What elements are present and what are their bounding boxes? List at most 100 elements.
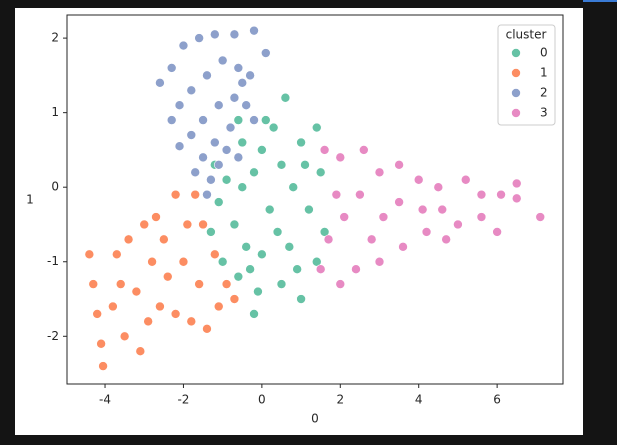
- point: [178, 256, 189, 267]
- point: [339, 212, 350, 222]
- x-tick-label: 4: [415, 393, 423, 407]
- point: [155, 78, 165, 88]
- point: [210, 249, 220, 260]
- point: [253, 286, 263, 297]
- point: [355, 189, 365, 200]
- point: [206, 227, 216, 237]
- window-edge: [583, 0, 617, 2]
- point: [496, 189, 506, 200]
- point: [237, 137, 248, 148]
- point: [151, 212, 161, 222]
- point: [441, 234, 451, 245]
- point: [119, 331, 130, 342]
- point: [170, 189, 181, 200]
- point: [237, 182, 248, 192]
- point: [249, 167, 259, 178]
- point: [276, 279, 287, 289]
- point: [143, 316, 153, 327]
- point: [331, 189, 342, 200]
- point: [98, 361, 108, 371]
- point: [460, 174, 471, 185]
- point: [108, 301, 118, 312]
- point: [315, 264, 326, 275]
- point: [260, 48, 271, 58]
- point: [511, 178, 522, 189]
- x-tick-label: 6: [493, 393, 501, 407]
- point: [268, 122, 279, 133]
- point: [241, 100, 251, 110]
- axes-frame: [66, 14, 564, 385]
- point: [311, 256, 322, 267]
- point: [198, 152, 208, 163]
- point: [249, 25, 259, 36]
- point: [245, 70, 255, 81]
- point: [229, 219, 240, 230]
- point: [221, 279, 232, 289]
- point: [115, 279, 126, 289]
- x-tick-label: -4: [99, 393, 111, 407]
- point: [323, 234, 334, 245]
- point: [366, 234, 377, 245]
- point: [162, 271, 173, 282]
- point: [476, 212, 487, 222]
- point: [155, 301, 165, 312]
- point: [213, 160, 224, 170]
- point: [194, 279, 204, 289]
- point: [476, 189, 487, 200]
- legend-marker: [511, 48, 521, 58]
- legend-title: cluster: [506, 28, 547, 42]
- point: [186, 130, 197, 140]
- x-tick-label: -2: [177, 393, 189, 407]
- point: [315, 167, 326, 178]
- point: [190, 167, 201, 178]
- point: [182, 219, 193, 230]
- point: [276, 160, 287, 170]
- figure: [15, 8, 583, 435]
- point: [217, 55, 228, 66]
- point: [311, 122, 322, 133]
- point: [131, 286, 142, 297]
- point: [351, 264, 361, 275]
- point: [186, 85, 197, 96]
- point: [159, 234, 169, 245]
- y-tick-label: -2: [47, 329, 59, 343]
- point: [492, 227, 502, 237]
- legend-marker: [511, 108, 521, 118]
- point: [249, 309, 259, 319]
- legend-marker: [511, 68, 521, 78]
- legend-label: 1: [540, 66, 548, 80]
- point: [245, 264, 255, 275]
- point: [335, 279, 346, 289]
- point: [374, 167, 385, 178]
- point: [233, 63, 244, 73]
- point: [92, 309, 102, 319]
- point: [88, 279, 99, 289]
- point: [359, 145, 369, 155]
- point: [378, 212, 389, 222]
- point: [202, 70, 212, 81]
- point: [174, 141, 185, 151]
- point: [511, 193, 522, 204]
- point: [394, 197, 404, 207]
- y-tick-label: -1: [47, 254, 59, 268]
- point: [178, 40, 189, 51]
- point: [198, 115, 208, 125]
- point: [84, 249, 95, 260]
- point: [213, 197, 224, 207]
- point: [335, 152, 346, 163]
- point: [437, 204, 448, 215]
- point: [284, 242, 295, 252]
- point: [217, 256, 228, 267]
- point: [174, 100, 185, 110]
- point: [225, 122, 236, 133]
- legend-label: 2: [540, 86, 548, 100]
- point: [206, 174, 216, 185]
- point: [413, 174, 424, 185]
- legend-box: [497, 24, 556, 126]
- point: [202, 189, 212, 200]
- point: [296, 294, 306, 304]
- point: [229, 294, 240, 304]
- point: [433, 182, 444, 192]
- legend-label: 3: [540, 106, 548, 120]
